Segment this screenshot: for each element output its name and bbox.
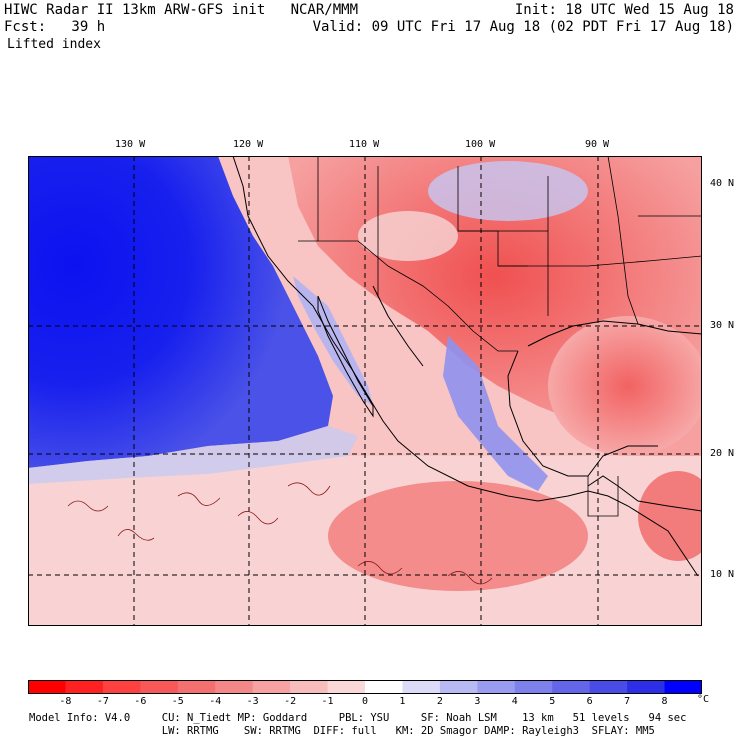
colorbar-tick-label: 2 — [436, 696, 443, 707]
colorbar-swatch — [65, 680, 104, 694]
colorbar-tick-label: 1 — [399, 696, 406, 707]
interior-stable-patch — [358, 211, 458, 261]
colorbar-swatch — [252, 680, 291, 694]
colorbar-tick-label: -7 — [96, 696, 109, 707]
colorbar-swatch — [102, 680, 141, 694]
colorbar-tick-label: -5 — [171, 696, 184, 707]
lat-label-40n: 40 N — [710, 178, 735, 189]
colorbar-tick-label: -4 — [209, 696, 222, 707]
colorbar-unit: °C — [697, 694, 710, 705]
colorbar-frame — [28, 680, 702, 694]
colorbar-tick-label: 4 — [511, 696, 518, 707]
lon-label-110w: 110 W — [349, 139, 380, 150]
colorbar-tick-label: -3 — [246, 696, 259, 707]
colorbar-swatch — [664, 680, 702, 694]
colorbar-swatch — [290, 680, 329, 694]
lat-label-20n: 20 N — [710, 448, 735, 459]
political-borders — [298, 156, 702, 517]
colorbar-swatch — [589, 680, 628, 694]
valid-time: Valid: 09 UTC Fri 17 Aug 18 (02 PDT Fri … — [312, 19, 734, 35]
pacific-transition-band — [28, 426, 358, 484]
colorbar-tick-label: -1 — [321, 696, 334, 707]
colorbar-swatch — [477, 680, 516, 694]
gulf-unstable-core — [548, 316, 702, 456]
colorbar-swatch — [365, 680, 403, 694]
northern-stable-patch — [428, 161, 588, 221]
colorbar-swatch — [215, 680, 254, 694]
model-info-line1: Model Info: V4.0 CU: N_Tiedt MP: Goddard… — [29, 712, 687, 724]
colorbar-swatch — [28, 680, 66, 694]
mexico-plateau-stable — [443, 336, 548, 491]
colorbar-swatch — [627, 680, 666, 694]
colorbar-tick-label: 7 — [624, 696, 631, 707]
colorbar-tick-label: -6 — [134, 696, 147, 707]
colorbar-swatch — [514, 680, 553, 694]
coastlines — [232, 156, 702, 577]
lon-label-100w: 100 W — [465, 139, 496, 150]
map-frame — [28, 156, 702, 626]
colorbar-swatch — [552, 680, 591, 694]
lifted-index-map — [28, 156, 702, 626]
model-info-line2: LW: RRTMG SW: RRTMG DIFF: full KM: 2D Sm… — [29, 725, 655, 737]
colorbar-swatch — [177, 680, 216, 694]
colorbar-swatch — [140, 680, 179, 694]
colorbar-tick-label: 6 — [586, 696, 593, 707]
colorbar-tick-label: 3 — [474, 696, 481, 707]
colorbar-tick-label: 0 — [361, 696, 369, 707]
lat-label-30n: 30 N — [710, 320, 735, 331]
lon-label-120w: 120 W — [233, 139, 264, 150]
central-america-unstable — [638, 471, 702, 561]
forecast-hour: Fcst: 39 h — [4, 19, 106, 35]
lon-label-90w: 90 W — [585, 139, 610, 150]
contour-lines — [67, 482, 493, 585]
colorbar-tick-label: -8 — [59, 696, 72, 707]
colorbar — [28, 680, 702, 694]
init-time: Init: 18 UTC Wed 15 Aug 18 — [514, 2, 734, 18]
colorbar-tick-label: -2 — [284, 696, 297, 707]
pacific-stable-region — [28, 156, 333, 468]
lat-lon-grid — [28, 156, 702, 626]
colorbar-swatch — [402, 680, 441, 694]
field-name: Lifted index — [7, 37, 101, 52]
colorbar-tick-label: 5 — [549, 696, 556, 707]
colorbar-tick-label: 8 — [661, 696, 668, 707]
colorbar-swatch — [439, 680, 478, 694]
lon-label-130w: 130 W — [115, 139, 146, 150]
title-line: HIWC Radar II 13km ARW-GFS init NCAR/MMM — [4, 2, 359, 18]
lat-label-10n: 10 N — [710, 569, 735, 580]
mexico-coast-unstable — [328, 481, 588, 591]
colorbar-swatch — [327, 680, 366, 694]
